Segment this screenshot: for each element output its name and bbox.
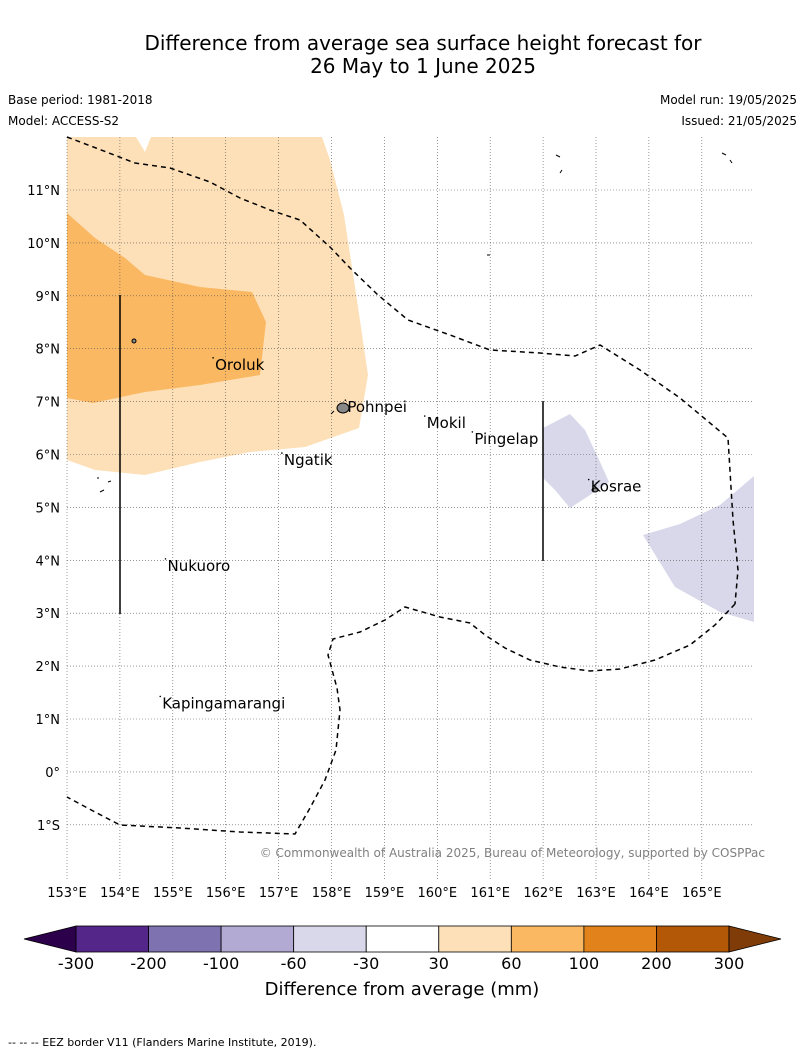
place-dot xyxy=(344,399,347,401)
place-label-kapingamarangi: Kapingamarangi xyxy=(162,694,285,712)
eez-legend-note: -- -- -- EEZ border V11 (Flanders Marine… xyxy=(8,1036,317,1049)
longitude-label: 163°E xyxy=(576,886,616,901)
colorbar-tick-label: -200 xyxy=(130,954,166,973)
place-label-oroluk: Oroluk xyxy=(215,356,264,374)
latitude-label: 1°S xyxy=(37,819,60,834)
longitude-label: 159°E xyxy=(365,886,405,901)
longitude-label: 160°E xyxy=(418,886,458,901)
colorbar-segment xyxy=(293,925,367,953)
place-label-pohnpei: Pohnpei xyxy=(347,398,407,416)
model-run: Model run: 19/05/2025 xyxy=(659,93,797,107)
place-label-mokil: Mokil xyxy=(427,414,466,432)
colorbar-segment xyxy=(220,925,295,953)
eez-border-south xyxy=(66,603,736,835)
place-label-kosrae: Kosrae xyxy=(591,478,642,496)
pohnpei-island xyxy=(336,402,350,414)
colorbar-segment xyxy=(365,925,440,953)
eez-border-north xyxy=(66,136,739,605)
place-dot xyxy=(471,431,474,433)
colorbar-label: Difference from average (mm) xyxy=(264,979,540,1000)
place-dot xyxy=(159,695,162,698)
latitude-labels: 11°N 10°N 9°N 8°N 7°N 6°N 5°N 4°N 3°N 2°N 1°N 0° 1°S xyxy=(27,184,60,834)
colorbar-tick-label: -60 xyxy=(281,954,307,973)
atoll-central xyxy=(330,254,490,415)
place-label-ngatik: Ngatik xyxy=(284,451,333,469)
latitude-label: 8°N xyxy=(36,343,61,358)
place-dot xyxy=(587,478,590,481)
colorbar-tick-label: -100 xyxy=(203,954,239,973)
longitude-label: 161°E xyxy=(470,886,510,901)
colorbar-segment xyxy=(75,925,149,953)
colorbar-segment xyxy=(583,925,657,953)
colorbar-segments xyxy=(75,925,730,953)
latitude-label: 1°N xyxy=(36,713,61,728)
latitude-label: 5°N xyxy=(36,501,61,516)
kosrae-island xyxy=(591,487,599,493)
anomaly-fields xyxy=(67,137,754,622)
sea-height-map: Oroluk Pohnpei Mokil Pingelap Ngatik Kosrae Nu… xyxy=(27,136,765,901)
title-line-2: 26 May to 1 June 2025 xyxy=(310,54,536,78)
colorbar-tick-label: 30 xyxy=(429,954,449,973)
latitude-label: 9°N xyxy=(36,290,61,305)
colorbar-tick-label: -300 xyxy=(58,954,94,973)
atoll-west-2 xyxy=(97,477,112,493)
latitude-label: 3°N xyxy=(36,607,61,622)
colorbar-segment xyxy=(148,925,222,953)
graticule xyxy=(66,137,754,881)
base-period: Base period: 1981-2018 xyxy=(8,93,153,107)
colorbar-tick-label: 60 xyxy=(501,954,521,973)
colorbar-max-arrow xyxy=(728,925,782,953)
latitude-label: 4°N xyxy=(36,554,61,569)
longitude-label: 156°E xyxy=(206,886,246,901)
place-label-nukuoro: Nukuoro xyxy=(168,557,231,575)
anomaly-neg30-neg60-region-east xyxy=(643,476,754,622)
latitude-label: 7°N xyxy=(36,396,61,411)
latitude-label: 10°N xyxy=(27,237,60,252)
latitude-label: 11°N xyxy=(27,184,60,199)
anomaly-neg30-neg60-region-kosrae xyxy=(543,414,609,508)
colorbar-tick-label: 300 xyxy=(714,954,745,973)
longitude-label: 165°E xyxy=(682,886,722,901)
anomaly-60-100-region xyxy=(67,213,266,403)
latitude-label: 6°N xyxy=(36,449,61,464)
place-label-pingelap: Pingelap xyxy=(474,430,538,448)
place-dot xyxy=(281,452,283,454)
longitude-label: 153°E xyxy=(47,886,87,901)
atoll-north-1 xyxy=(555,154,563,174)
place-dot xyxy=(164,558,167,560)
model-name: Model: ACCESS-S2 xyxy=(8,114,120,128)
place-dot xyxy=(212,357,214,359)
colorbar-tick-label: -30 xyxy=(353,954,379,973)
longitude-label: 164°E xyxy=(629,886,669,901)
longitude-label: 154°E xyxy=(100,886,140,901)
colorbar-tick-label: 100 xyxy=(569,954,600,973)
title-line-1: Difference from average sea surface heig… xyxy=(144,31,702,55)
atoll-north-2 xyxy=(721,152,733,164)
longitude-label: 158°E xyxy=(312,886,352,901)
colorbar-segment xyxy=(656,925,730,953)
longitude-label: 155°E xyxy=(153,886,193,901)
issued-date: Issued: 21/05/2025 xyxy=(681,114,797,128)
map-title: Difference from average sea surface heig… xyxy=(0,32,804,78)
colorbar-segment xyxy=(510,925,585,953)
eez-border xyxy=(66,136,739,835)
atoll-west xyxy=(131,338,137,344)
islands xyxy=(97,152,733,493)
place-dot xyxy=(423,415,426,417)
colorbar-min-arrow xyxy=(23,925,77,953)
colorbar: -300 -200 -100 -60 -30 30 60 100 200 300 xyxy=(23,925,782,973)
vertical-markers xyxy=(119,295,544,614)
longitude-label: 157°E xyxy=(259,886,299,901)
colorbar-tick-labels: -300 -200 -100 -60 -30 30 60 100 200 300 xyxy=(58,954,744,973)
colorbar-segment xyxy=(438,925,512,953)
latitude-label: 2°N xyxy=(36,660,61,675)
copyright-notice: © Commonwealth of Australia 2025, Bureau… xyxy=(260,846,765,860)
place-labels: Oroluk Pohnpei Mokil Pingelap Ngatik Kosrae Nu… xyxy=(159,356,642,712)
latitude-label: 0° xyxy=(45,766,60,781)
colorbar-tick-label: 200 xyxy=(641,954,672,973)
longitude-label: 162°E xyxy=(523,886,563,901)
longitude-labels: 153°E 154°E 155°E 156°E 157°E 158°E 159°E 160°E… xyxy=(47,886,721,901)
